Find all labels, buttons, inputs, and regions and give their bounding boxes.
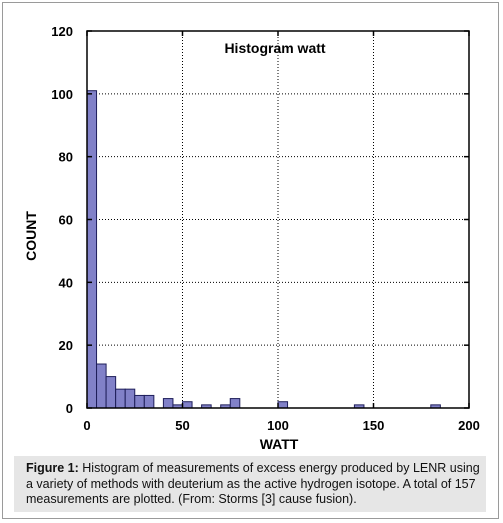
y-tick-label: 100 [51,87,73,102]
x-tick-label: 50 [175,418,189,433]
x-tick-label: 0 [83,418,90,433]
x-axis-label: WATT [260,436,299,452]
grid-lines [87,31,469,408]
x-tick-label: 200 [458,418,480,433]
y-tick-label: 120 [51,24,73,39]
histogram-bar [115,388,126,409]
y-axis-label: COUNT [23,211,39,261]
caption-background [14,456,486,512]
histogram-bar [105,376,117,409]
chart-title: Histogram watt [224,40,325,56]
histogram-bar [277,401,289,409]
y-tick-label: 80 [59,150,73,165]
histogram-bar [182,401,193,409]
histogram-bar [86,90,98,409]
figure-frame [2,2,499,519]
caption-text: Histogram of measurements of excess ener… [26,461,480,506]
histogram-bar [162,398,174,409]
y-tick-label: 60 [59,213,73,228]
x-tick-label: 100 [267,418,289,433]
y-tick-label: 0 [66,401,73,416]
caption-label: Figure 1: [26,461,79,475]
y-tick-label: 40 [59,275,73,290]
x-tick-label: 150 [363,418,385,433]
histogram-bar [96,363,107,409]
histogram-bar [229,398,241,409]
histogram-bar [143,394,155,409]
x-axis-ticks: 0 50 100 150 200 [83,31,480,433]
histogram-bars [86,90,441,409]
histogram-chart: 0 20 40 60 80 100 120 0 50 100 150 200 Histogram w… [23,24,480,452]
histogram-bar [124,388,136,409]
figure-caption: Figure 1: Histogram of measurements of e… [26,461,486,508]
histogram-bar [134,394,145,409]
y-tick-label: 20 [59,338,73,353]
y-axis-ticks: 0 20 40 60 80 100 120 [51,24,469,416]
